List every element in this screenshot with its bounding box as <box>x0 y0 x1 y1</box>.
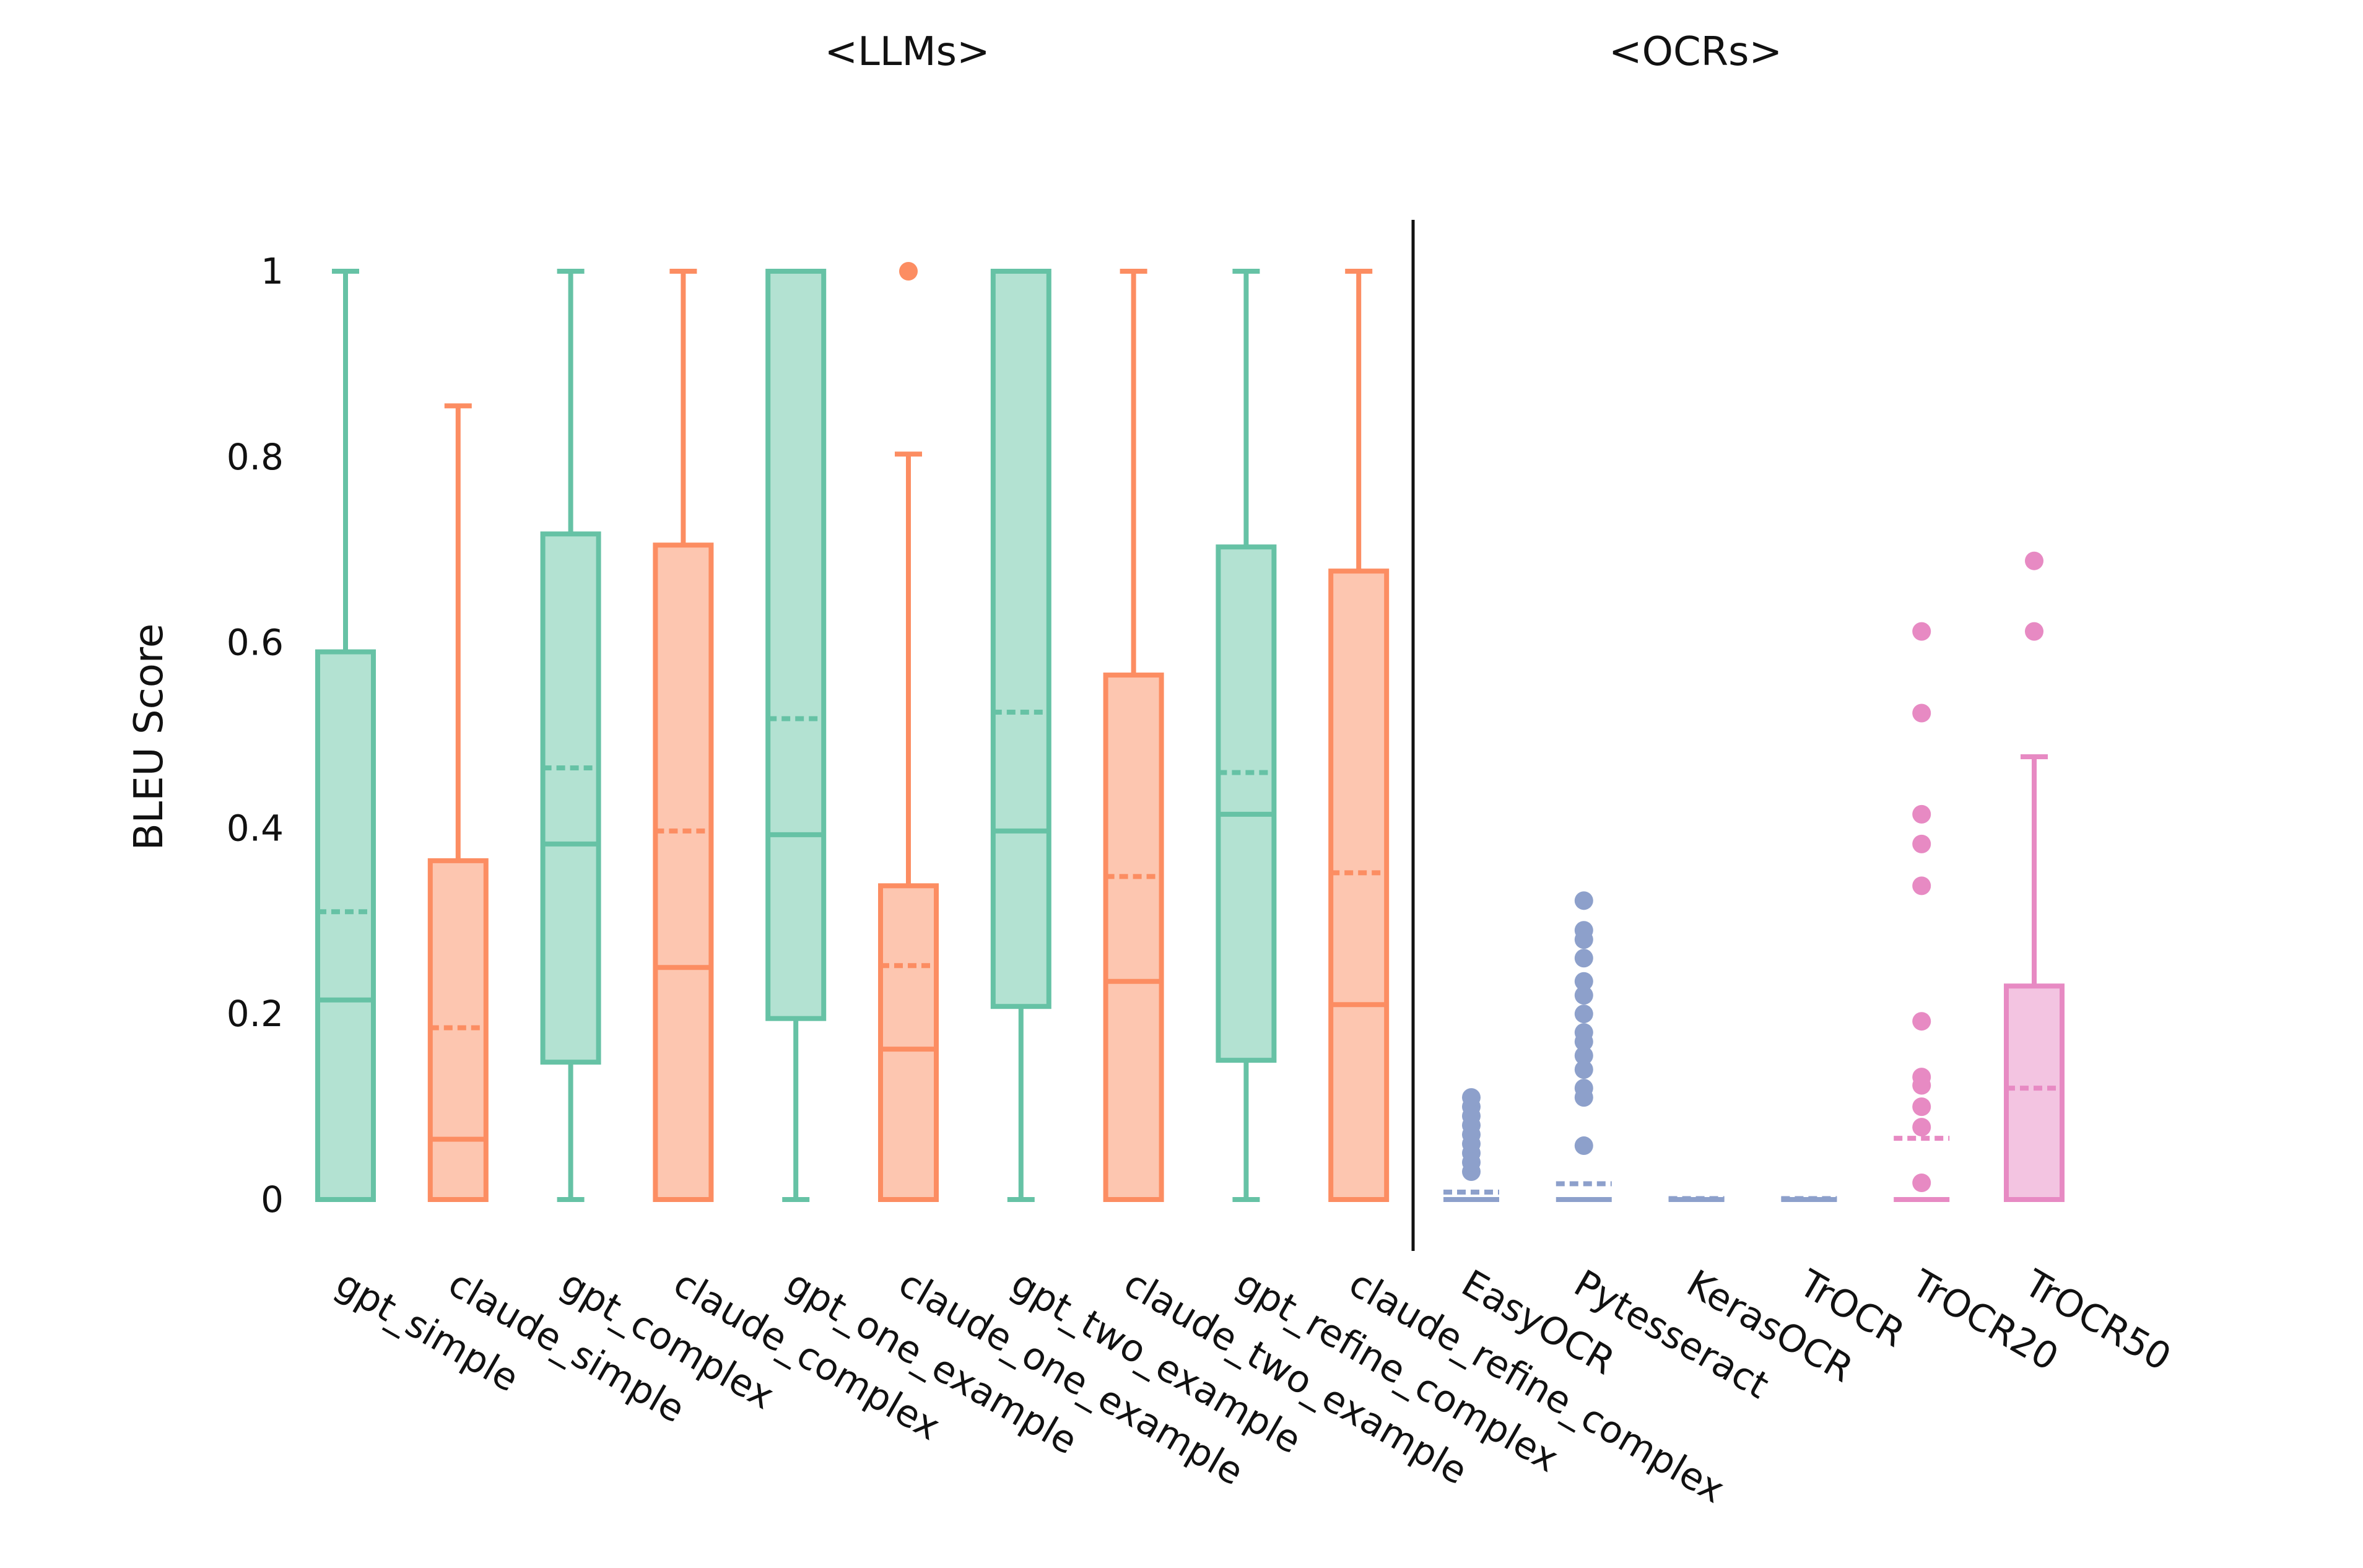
outlier-point <box>1574 891 1593 910</box>
outlier-point <box>1912 1068 1931 1087</box>
outlier-point <box>2025 551 2043 570</box>
outlier-point <box>1912 804 1931 824</box>
outlier-point <box>1912 1097 1931 1117</box>
outlier-point <box>1462 1088 1481 1107</box>
outlier-point <box>1574 1136 1593 1156</box>
box-claude_simple <box>427 403 489 1202</box>
iqr-box <box>1103 673 1164 1202</box>
iqr-box <box>315 649 376 1202</box>
box-gpt_two_example <box>990 269 1051 1202</box>
box-claude_refine_complex <box>1328 269 1390 1202</box>
y-axis-label: BLEU Score <box>126 624 172 850</box>
x-tick-labels: gpt_simpleclaude_simplegpt_complexclaude… <box>329 1261 2178 1512</box>
box-TrOCR <box>1781 1196 1837 1202</box>
outlier-point <box>1912 834 1931 853</box>
box-claude_one_example <box>878 262 939 1202</box>
box-TrOCR20 <box>1894 622 1950 1202</box>
box-claude_two_example <box>1103 269 1164 1202</box>
outlier-point <box>1574 1023 1593 1042</box>
iqr-box <box>1216 544 1277 1063</box>
outlier-point <box>1574 1004 1593 1024</box>
iqr-box <box>653 542 714 1203</box>
y-tick-label: 0.4 <box>227 807 284 849</box>
box-claude_complex <box>653 269 714 1203</box>
box-series <box>315 262 2065 1203</box>
section-title-llms: <LLMs> <box>824 29 990 75</box>
outlier-point <box>1912 1174 1931 1193</box>
outlier-point <box>1574 1060 1593 1079</box>
iqr-box <box>765 269 827 1021</box>
box-TrOCR50 <box>2004 551 2065 1202</box>
box-gpt_complex <box>540 269 601 1202</box>
box-Pytesseract <box>1556 891 1612 1202</box>
box-gpt_refine_complex <box>1216 269 1277 1202</box>
outlier-point <box>1574 986 1593 1005</box>
outlier-point <box>1912 876 1931 895</box>
iqr-box <box>990 269 1051 1009</box>
outlier-point <box>1912 622 1931 641</box>
iqr-box <box>540 531 601 1065</box>
box-gpt_one_example <box>765 269 827 1202</box>
y-axis: 0 0.2 0.4 0.6 0.8 1 <box>227 250 284 1221</box>
outlier-point <box>2025 622 2043 641</box>
y-tick-label: 0 <box>261 1178 284 1221</box>
y-tick-label: 0.8 <box>227 436 284 478</box>
iqr-box <box>2004 983 2065 1202</box>
outlier-point <box>899 262 918 281</box>
outlier-point <box>1912 703 1931 723</box>
iqr-box <box>878 883 939 1202</box>
outlier-point <box>1912 1118 1931 1137</box>
outlier-point <box>1574 1046 1593 1065</box>
iqr-box <box>1328 568 1390 1202</box>
outlier-point <box>1912 1012 1931 1031</box>
outlier-point <box>1574 972 1593 991</box>
box-gpt_simple <box>315 269 376 1202</box>
section-title-ocrs: <OCRs> <box>1609 29 1782 75</box>
box-EasyOCR <box>1443 1088 1499 1202</box>
box-KerasOCR <box>1668 1196 1725 1202</box>
y-tick-label: 0.6 <box>227 622 284 664</box>
outlier-point <box>1574 949 1593 968</box>
y-tick-label: 0.2 <box>227 993 284 1035</box>
outlier-point <box>1574 1079 1593 1098</box>
y-tick-label: 1 <box>261 250 284 292</box>
outlier-point <box>1574 921 1593 940</box>
